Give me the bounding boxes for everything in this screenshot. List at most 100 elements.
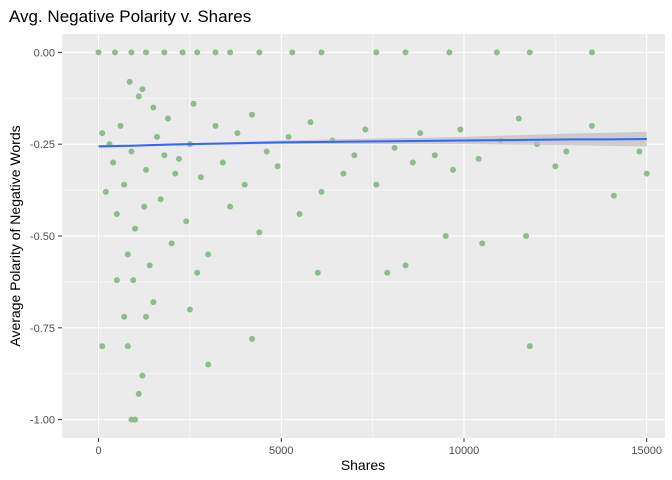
data-point	[256, 49, 263, 56]
data-point	[442, 233, 449, 239]
data-point	[139, 86, 146, 93]
data-point	[263, 148, 270, 155]
y-tick-label: -0.50	[30, 231, 55, 243]
data-point	[402, 262, 409, 269]
data-point	[132, 225, 139, 232]
data-point	[95, 49, 102, 56]
data-point	[307, 119, 314, 126]
data-point	[274, 163, 281, 170]
data-point	[141, 203, 148, 210]
data-point	[563, 148, 570, 155]
data-point	[186, 306, 193, 313]
data-point	[446, 49, 453, 56]
data-point	[212, 122, 219, 129]
data-point	[194, 269, 201, 276]
data-point	[99, 343, 106, 350]
data-point	[128, 49, 135, 56]
data-point	[493, 49, 500, 56]
data-point	[227, 203, 234, 210]
data-point	[143, 166, 150, 173]
data-point	[143, 313, 150, 320]
data-point	[417, 130, 424, 137]
data-point	[351, 152, 358, 159]
data-point	[296, 210, 303, 217]
data-point	[172, 170, 179, 177]
data-point	[150, 104, 157, 111]
data-point	[121, 181, 128, 188]
data-point	[450, 166, 457, 173]
data-point	[457, 126, 464, 133]
data-point	[256, 229, 263, 236]
data-point	[249, 111, 256, 118]
y-tick-label: -1.00	[30, 415, 55, 427]
data-point	[588, 122, 595, 129]
data-point	[526, 49, 533, 56]
data-point	[219, 159, 226, 166]
data-point	[130, 277, 137, 284]
data-point	[179, 49, 186, 56]
data-point	[515, 115, 522, 122]
trend-line	[98, 138, 647, 148]
data-point	[154, 133, 161, 140]
x-tick-label: 15000	[631, 445, 662, 457]
x-axis-ticks: 0 5000 10000 15000	[95, 438, 662, 457]
data-point	[102, 188, 109, 195]
data-point	[526, 343, 533, 350]
data-point	[285, 133, 292, 140]
data-point	[249, 335, 256, 342]
x-axis-label: Shares	[341, 457, 385, 473]
data-point	[212, 49, 219, 56]
data-point	[205, 361, 212, 368]
data-point	[143, 49, 150, 56]
data-point	[643, 170, 650, 177]
data-point	[113, 210, 120, 217]
data-points	[95, 49, 650, 423]
data-point	[409, 159, 416, 166]
data-point	[588, 49, 595, 56]
y-tick-label: 0.00	[34, 47, 55, 59]
data-point	[340, 170, 347, 177]
data-point	[373, 49, 380, 56]
x-tick-label: 0	[95, 445, 101, 457]
y-axis-ticks: 0.00 -0.25 -0.50 -0.75 -1.00	[30, 47, 62, 427]
data-point	[135, 93, 142, 100]
data-point	[126, 78, 133, 85]
data-point	[362, 126, 369, 133]
data-point	[175, 155, 182, 162]
data-point	[128, 148, 135, 155]
data-point	[139, 372, 146, 379]
data-point	[150, 299, 157, 306]
data-point	[194, 49, 201, 56]
y-tick-label: -0.25	[30, 139, 55, 151]
data-point	[241, 181, 248, 188]
data-point	[431, 152, 438, 159]
data-point	[636, 148, 643, 155]
data-point	[124, 343, 131, 350]
data-point	[110, 159, 117, 166]
major-gridlines	[62, 34, 665, 438]
chart-title: Avg. Negative Polarity v. Shares	[9, 7, 251, 26]
data-point	[161, 152, 168, 159]
data-point	[552, 163, 559, 170]
y-tick-label: -0.75	[30, 323, 55, 335]
x-tick-label: 5000	[269, 445, 293, 457]
data-point	[164, 115, 171, 122]
data-point	[157, 196, 164, 203]
data-point	[124, 251, 131, 258]
data-point	[205, 251, 212, 258]
data-point	[121, 313, 128, 320]
data-point	[479, 240, 486, 247]
data-point	[610, 192, 617, 199]
data-point	[168, 240, 175, 247]
data-point	[234, 130, 241, 137]
data-point	[161, 49, 168, 56]
data-point	[402, 49, 409, 56]
data-point	[318, 49, 325, 56]
data-point	[384, 269, 391, 276]
data-point	[523, 233, 530, 239]
x-tick-label: 10000	[449, 445, 480, 457]
data-point	[197, 174, 204, 181]
data-point	[99, 130, 106, 137]
data-point	[117, 122, 124, 129]
